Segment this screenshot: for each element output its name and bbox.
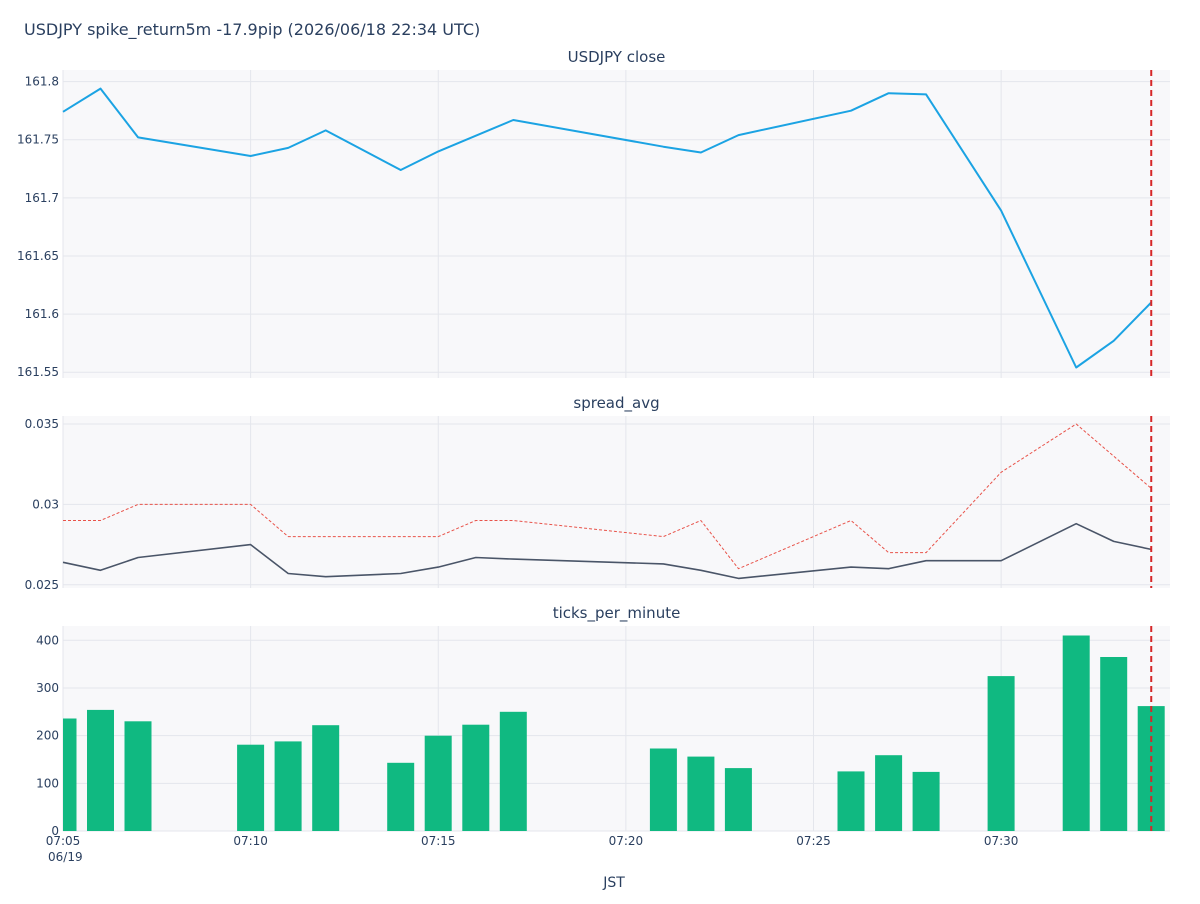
bar	[237, 745, 264, 831]
bar	[63, 719, 77, 832]
y-tick-label: 161.8	[25, 75, 59, 89]
x-tick-label: 07:05	[46, 834, 81, 848]
bar	[275, 741, 302, 831]
x-tick-label: 07:30	[984, 834, 1019, 848]
y-tick-label: 0.03	[32, 497, 59, 511]
chart-title: USDJPY spike_return5m -17.9pip (2026/06/…	[24, 20, 480, 40]
bar	[725, 768, 752, 831]
y-tick-label: 300	[36, 681, 59, 695]
y-tick-label: 0.035	[25, 417, 59, 431]
bar	[838, 771, 865, 831]
bar	[988, 676, 1015, 831]
bar	[125, 721, 152, 831]
y-tick-label: 161.7	[25, 191, 59, 205]
panel-title: ticks_per_minute	[553, 604, 681, 623]
y-tick-label: 161.75	[17, 133, 59, 147]
y-tick-label: 100	[36, 776, 59, 790]
bar	[687, 757, 714, 831]
y-tick-label: 161.55	[17, 365, 59, 379]
bar	[875, 755, 902, 831]
x-tick-label: 07:25	[796, 834, 831, 848]
bar	[913, 772, 940, 831]
y-tick-label: 161.6	[25, 307, 59, 321]
y-tick-label: 161.65	[17, 249, 59, 263]
bar	[312, 725, 339, 831]
plot-area-1	[63, 70, 1170, 378]
bar	[1100, 657, 1127, 831]
bar	[87, 710, 114, 831]
y-tick-label: 200	[36, 729, 59, 743]
x-tick-label: 07:10	[233, 834, 268, 848]
x-axis-label: JST	[602, 875, 625, 891]
bar	[650, 749, 677, 832]
chart-panels: 161.55 161.6 161.65 161.7 161.75 161.8 USDJPY …	[17, 48, 1170, 848]
x-date-label: 06/19	[48, 850, 83, 864]
bar	[500, 712, 527, 831]
y-tick-label: 400	[36, 633, 59, 647]
bar	[425, 736, 452, 831]
bar	[387, 763, 414, 831]
x-tick-label: 07:15	[421, 834, 456, 848]
y-tick-label: 0.025	[25, 578, 59, 592]
bar	[1063, 636, 1090, 832]
x-tick-label: 07:20	[609, 834, 644, 848]
panel-title: spread_avg	[573, 394, 659, 413]
panel-title: USDJPY close	[568, 48, 666, 66]
bar	[462, 725, 489, 831]
